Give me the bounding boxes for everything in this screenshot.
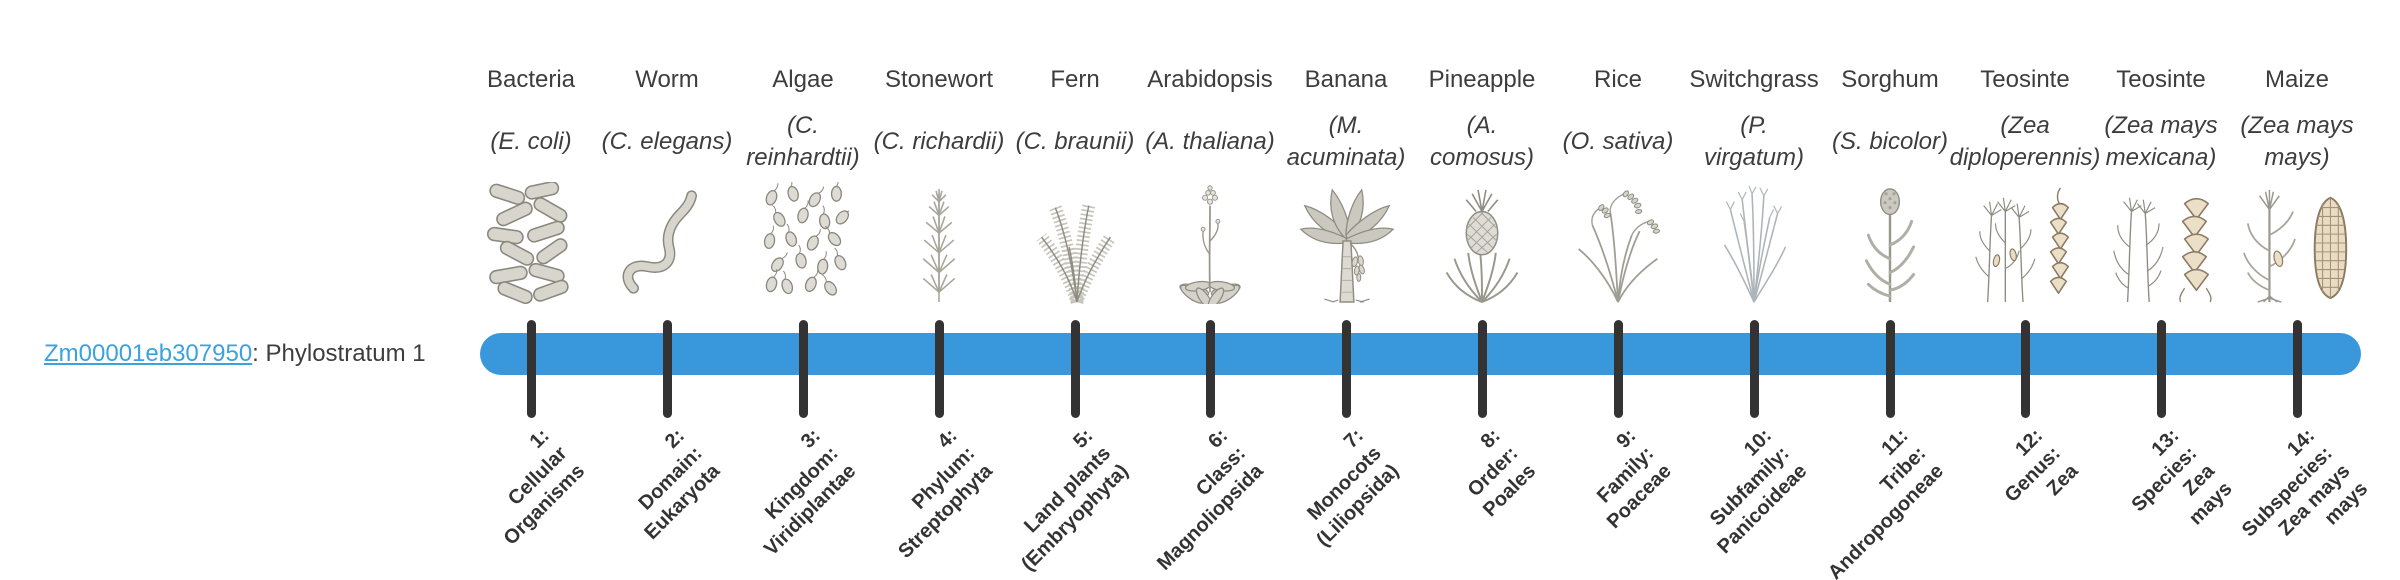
organism-name: Arabidopsis xyxy=(1147,66,1273,93)
organism-column-banana: Banana (M. acuminata) xyxy=(1278,0,1414,580)
organism-scientific-name: (C. braunii) xyxy=(1015,128,1135,155)
organism-name: Worm xyxy=(635,66,699,93)
gene-id-link[interactable]: Zm00001eb307950 xyxy=(44,340,253,367)
teosinte-mexicana-icon xyxy=(2093,178,2229,304)
timeline-tick xyxy=(934,320,944,418)
stratum-label: 10: Subfamily: Panicoideae xyxy=(1706,424,1812,559)
organism-name: Algae xyxy=(772,66,834,93)
organism-name: Switchgrass xyxy=(1689,66,1819,93)
maize-icon xyxy=(2229,178,2365,304)
organism-column-teosinte-diploperennis: Teosinte (Zea diploperennis) xyxy=(1950,0,2101,580)
stratum-label: 7: Monocots (Liliopsida) xyxy=(1303,424,1404,552)
organism-name: Fern xyxy=(1050,66,1100,93)
organism-column-fern: Fern (C. braunii) xyxy=(1007,0,1143,580)
timeline-tick xyxy=(1205,320,1215,418)
timeline-tick xyxy=(2292,320,2302,418)
organism-scientific-name: (Zea mays mexicana) xyxy=(2104,112,2218,171)
switchgrass-icon xyxy=(1686,178,1822,304)
phylostratum-bar xyxy=(480,333,2361,375)
bacteria-icon xyxy=(463,178,599,304)
organism-scientific-name: (A. thaliana) xyxy=(1145,128,1275,155)
organism-name: Stonewort xyxy=(884,66,994,93)
stratum-label: 13: Species: Zea mays xyxy=(2127,424,2237,530)
organism-scientific-name: (E. coli) xyxy=(490,128,572,155)
organism-name: Maize xyxy=(2264,66,2330,93)
stratum-label: 9: Family: Poaceae xyxy=(1592,424,1676,534)
timeline-tick xyxy=(526,320,536,418)
timeline-tick xyxy=(1341,320,1351,418)
fern-icon xyxy=(1007,178,1143,304)
timeline-tick xyxy=(662,320,672,418)
organism-scientific-name: (M. acuminata) xyxy=(1286,112,1406,171)
timeline-tick xyxy=(2020,320,2030,418)
organism-column-algae: Algae (C. reinhardtii) xyxy=(735,0,871,580)
organism-scientific-name: (Zea diploperennis) xyxy=(1949,112,2101,171)
stratum-label: 4: Phylum: Streptophyta xyxy=(893,424,997,563)
organism-name: Teosinte xyxy=(2116,66,2206,93)
organism-column-stonewort: Stonewort (C. richardii) 4: Phylum: Stre… xyxy=(871,0,1007,580)
organism-column-pineapple: Pineapple (A. comosus) xyxy=(1414,0,1550,580)
stonewort-icon xyxy=(871,178,1007,304)
organism-column-rice: Rice (O. sativa) xyxy=(1550,0,1686,580)
organism-scientific-name: (A. comosus) xyxy=(1429,112,1535,171)
organism-name: Teosinte xyxy=(1980,66,2070,93)
organism-column-sorghum: Sorghum (S. bicolor) 11: Tribe: Andropog… xyxy=(1822,0,1958,580)
phylostratum-text: : Phylostratum 1 xyxy=(252,340,426,367)
organism-column-bacteria: Bacteria (E. coli) xyxy=(463,0,599,580)
organism-name: Sorghum xyxy=(1841,66,1939,93)
organism-column-worm: Worm (C. elegans) 2: Domain: Eukaryota xyxy=(599,0,735,580)
timeline-tick xyxy=(1070,320,1080,418)
organism-column-switchgrass: Switchgrass (P. virgatum) 10: Subfamily:… xyxy=(1686,0,1822,580)
worm-icon xyxy=(599,178,735,304)
arabidopsis-icon xyxy=(1142,178,1278,304)
rice-icon xyxy=(1550,178,1686,304)
algae-icon xyxy=(735,178,871,304)
organism-scientific-name: (S. bicolor) xyxy=(1831,128,1949,155)
stratum-label: 12: Genus: Zea xyxy=(2000,424,2083,507)
timeline-tick xyxy=(798,320,808,418)
organism-name: Banana xyxy=(1304,66,1388,93)
timeline-tick xyxy=(1477,320,1487,418)
organism-scientific-name: (P. virgatum) xyxy=(1703,112,1805,171)
stratum-label: 3: Kingdom: Viridiplantae xyxy=(760,424,861,561)
stratum-label: 14: Subspecies: Zea mays mays xyxy=(2238,424,2373,542)
banana-icon xyxy=(1278,178,1414,304)
organism-scientific-name: (C. reinhardtii) xyxy=(746,112,860,171)
teosinte-diploperennis-icon xyxy=(1957,178,2093,304)
timeline-tick xyxy=(1749,320,1759,418)
organism-column-maize: Maize (Zea mays mays) xyxy=(2229,0,2372,580)
gene-phylostratum-label: Zm00001eb307950: Phylostratum 1 xyxy=(44,340,426,368)
sorghum-icon xyxy=(1822,178,1958,304)
organism-name: Rice xyxy=(1593,66,1642,93)
pineapple-icon xyxy=(1414,178,1550,304)
timeline-tick xyxy=(1885,320,1895,418)
organism-column-teosinte-mexicana: Teosinte (Zea mays mexicana) xyxy=(2093,0,2236,580)
stratum-label: 2: Domain: Eukaryota xyxy=(634,424,725,545)
organism-scientific-name: (C. elegans) xyxy=(601,128,733,155)
organism-scientific-name: (C. richardii) xyxy=(873,128,1005,155)
organism-column-arabidopsis: Arabidopsis (A. thaliana) xyxy=(1142,0,1278,580)
organism-scientific-name: (Zea mays mays) xyxy=(2240,112,2354,171)
organism-scientific-name: (O. sativa) xyxy=(1562,128,1674,155)
stratum-label: 1: Cellular Organisms xyxy=(499,424,589,550)
organism-name: Bacteria xyxy=(486,66,576,93)
timeline-tick xyxy=(1613,320,1623,418)
organism-name: Pineapple xyxy=(1428,66,1536,93)
timeline-tick xyxy=(2156,320,2166,418)
stratum-label: 8: Order: Poales xyxy=(1463,424,1540,522)
